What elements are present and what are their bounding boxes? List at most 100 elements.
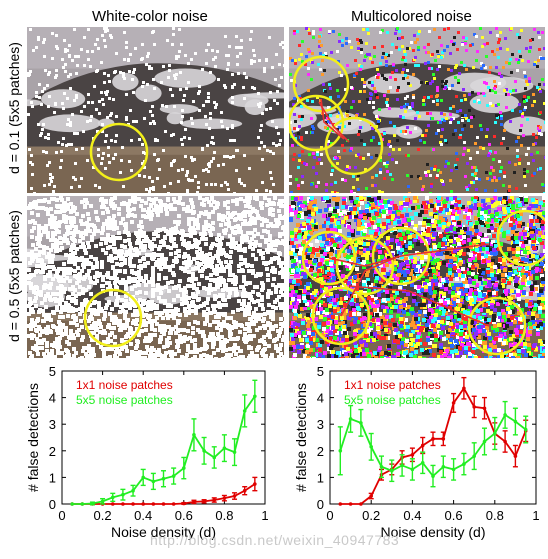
chart-svg: 0 0.2 0.4 0.6 0.8 1 0 1 2 3 4 5 Noise density (d) # f… (25, 364, 269, 540)
detection-circle (335, 236, 395, 296)
watermark-text: http://blog.csdn.net/weixin_40947783 (150, 532, 400, 548)
data-point (431, 474, 435, 478)
series-green (337, 400, 529, 488)
photo-multicolor-noise-d-0-5 (289, 196, 545, 358)
snow-patch (180, 118, 243, 130)
data-point (348, 502, 353, 506)
data-point (232, 450, 237, 454)
data-point (441, 464, 446, 469)
data-point (462, 462, 466, 466)
data-point (171, 502, 176, 506)
x-tick-label: 0.4 (403, 508, 421, 523)
data-point (182, 466, 186, 470)
data-point (390, 468, 394, 473)
data-point (472, 454, 476, 458)
series-green (70, 379, 258, 506)
data-point (110, 495, 115, 500)
photo-canvas (289, 27, 545, 193)
data-point (451, 467, 456, 472)
data-point (110, 502, 115, 506)
detection-circle (301, 230, 357, 286)
data-point (523, 427, 528, 432)
chart-multicolor-noise-detections: 0 0.2 0.4 0.6 0.8 1 0 1 2 3 4 5 Noise density (d) # f… (276, 362, 548, 559)
y-tick-label: 5 (317, 364, 324, 379)
data-point (420, 460, 425, 465)
snow-patch (442, 72, 507, 93)
data-point (431, 437, 435, 441)
data-point (202, 499, 206, 504)
match-line (348, 285, 490, 327)
photo-canvas (27, 27, 284, 193)
x-tick-label: 0.8 (486, 508, 504, 523)
y-tick-label: 5 (49, 364, 56, 379)
data-point (482, 406, 487, 411)
data-point (192, 500, 196, 504)
detection-circle (89, 122, 149, 182)
photo-white-noise-d-0-1 (27, 27, 284, 193)
column-title-multicolored-noise: Multicolored noise (351, 8, 472, 25)
data-point (222, 446, 227, 450)
data-point (338, 449, 343, 453)
x-tick-label: 0 (326, 508, 333, 523)
y-tick-label: 3 (317, 417, 324, 432)
x-tick-label: 0 (58, 508, 65, 523)
data-point (222, 496, 227, 500)
x-axis-label: Noise density (d) (111, 524, 216, 540)
data-point (151, 479, 156, 484)
detection-circle (371, 226, 431, 286)
data-point (493, 431, 497, 436)
x-tick-label: 1 (532, 508, 539, 523)
data-point (379, 464, 384, 469)
data-point (410, 467, 415, 472)
x-axis-label: Noise density (d) (380, 524, 485, 540)
match-line (328, 243, 490, 267)
snow-patch (135, 84, 162, 102)
noise-layer (289, 196, 545, 358)
data-point (441, 437, 446, 441)
photo-multicolor-noise-d-0-1 (289, 27, 545, 193)
data-point (253, 394, 257, 399)
sky-upper (27, 27, 284, 69)
detection-circle (311, 286, 371, 346)
data-point (70, 502, 74, 506)
column-title-white-noise: White-color noise (92, 8, 208, 25)
ground-ridge (27, 146, 284, 155)
y-tick-label: 2 (49, 444, 56, 459)
y-tick-label: 2 (317, 444, 324, 459)
detection-circle (292, 55, 350, 113)
y-tick-label: 4 (49, 391, 56, 406)
data-point (161, 502, 166, 506)
legend-entry-red: 1x1 noise patches (344, 378, 441, 392)
detection-circle (83, 288, 143, 348)
photo-canvas (289, 196, 545, 358)
chart-svg: 0 0.2 0.4 0.6 0.8 1 0 1 2 3 4 5 Noise density (d) # f… (293, 364, 540, 540)
data-point (513, 419, 518, 424)
data-point (171, 474, 176, 478)
y-tick-label: 0 (49, 497, 56, 512)
y-axis-label: # false detections (25, 383, 41, 492)
detection-circle (289, 94, 345, 152)
x-tick-label: 0.2 (362, 508, 380, 523)
detection-circle (324, 116, 384, 176)
data-point (400, 463, 404, 468)
x-tick-label: 0.4 (134, 508, 152, 523)
row-label-d-0-1: d = 0.1 (5x5 patches) (6, 42, 22, 174)
data-point (410, 452, 415, 457)
photo-white-noise-d-0-5 (27, 196, 284, 358)
series-red (338, 376, 529, 506)
data-point (338, 502, 343, 506)
data-point (100, 499, 105, 504)
legend-entry-red: 1x1 noise patches (76, 378, 173, 392)
data-point (212, 455, 217, 460)
row-label-d-0-5: d = 0.5 (5x5 patches) (6, 210, 22, 342)
data-point (503, 439, 507, 444)
data-point (202, 449, 206, 453)
noise-layer (289, 27, 545, 193)
data-point (420, 443, 425, 448)
data-point (369, 445, 373, 449)
snow-patch (243, 92, 284, 99)
noise-layer (27, 27, 284, 193)
data-point (482, 439, 487, 444)
data-point (182, 501, 186, 506)
data-point (192, 433, 196, 437)
